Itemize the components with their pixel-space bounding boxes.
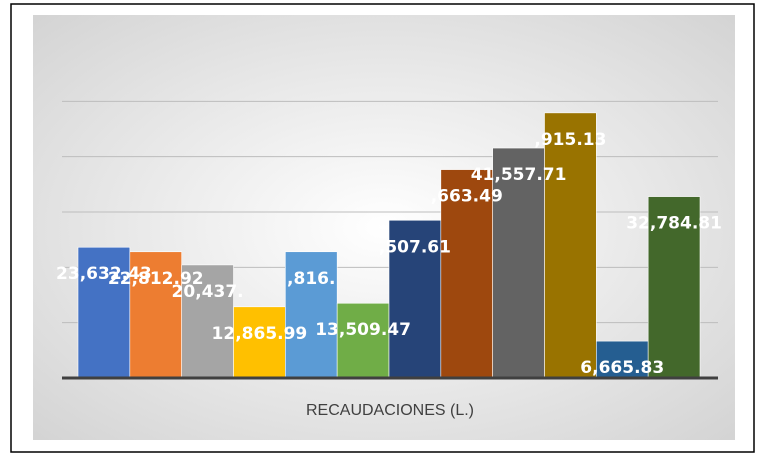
bar	[440, 169, 493, 379]
data-label: 41,557.71	[471, 165, 567, 185]
data-label: 23,632.43	[56, 264, 152, 284]
data-label: 13,509.47	[315, 320, 411, 340]
data-label: ,915.13	[534, 130, 606, 150]
data-label: ,507.61	[379, 237, 451, 257]
bar	[388, 219, 442, 379]
bar	[492, 147, 545, 379]
data-label: ,816.	[287, 269, 335, 289]
data-label: 22,812.92	[108, 269, 204, 289]
data-label: 6,665.83	[580, 358, 664, 378]
data-label: 32,784.81	[626, 214, 722, 234]
x-axis-label: RECAUDACIONES (L.)	[306, 402, 474, 419]
bar	[336, 302, 390, 379]
data-label: 20,437.	[172, 282, 244, 302]
bar	[647, 196, 701, 379]
bar	[596, 340, 649, 379]
bar	[285, 251, 338, 379]
data-label: ,663.49	[431, 187, 503, 207]
data-label: 12,865.99	[212, 324, 308, 344]
bar	[544, 112, 597, 379]
